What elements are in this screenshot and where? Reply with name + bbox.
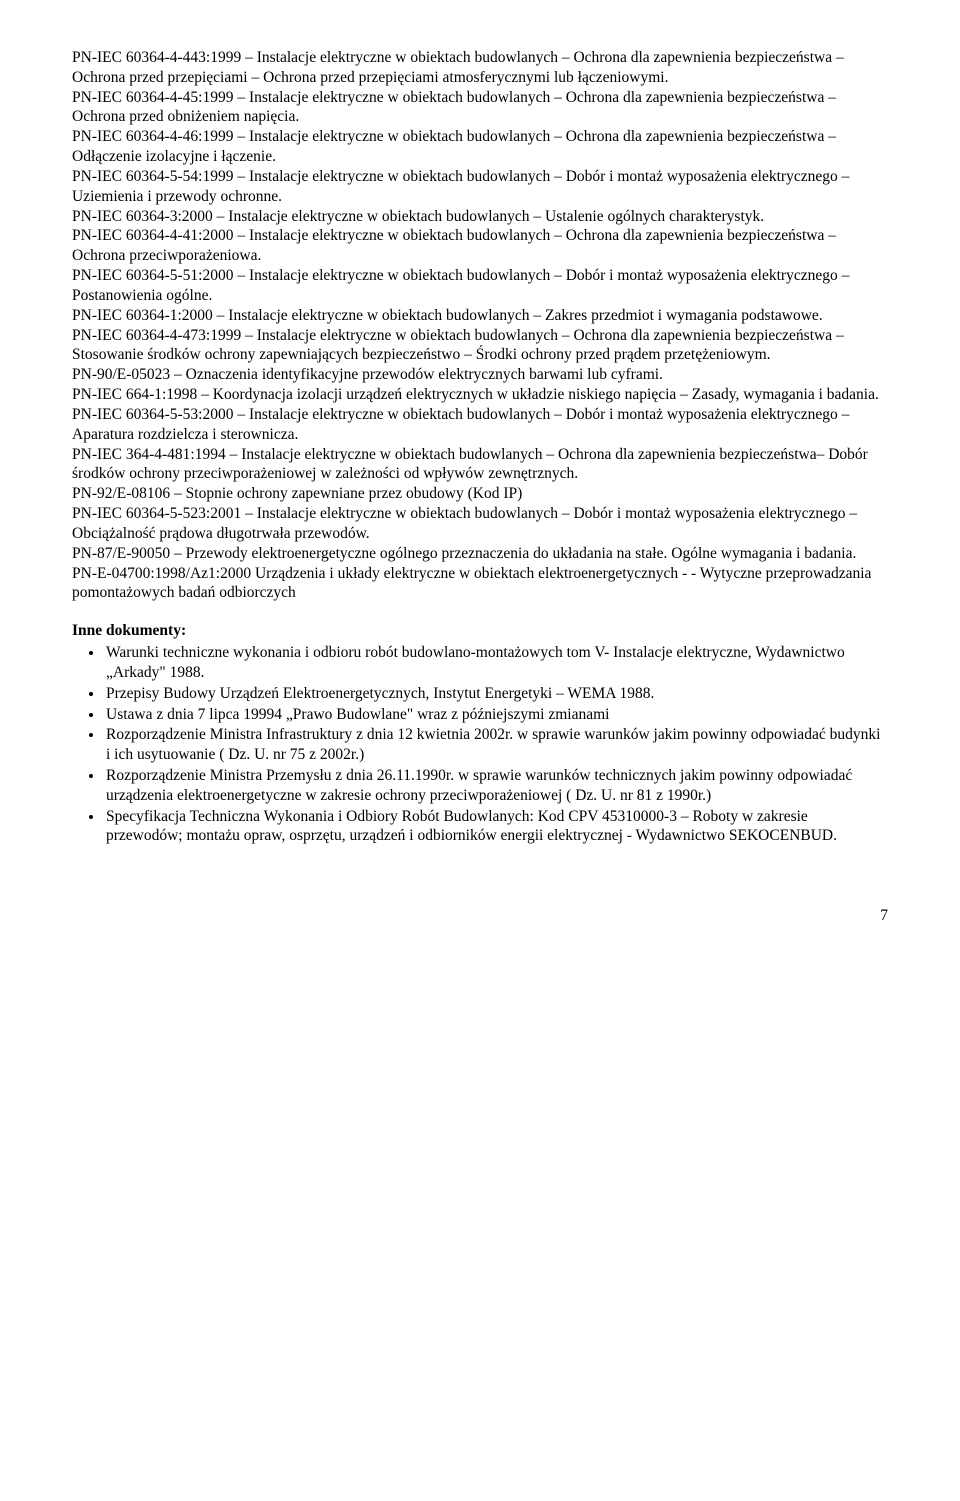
- standard-entry: PN-IEC 60364-5-54:1999 – Instalacje elek…: [72, 167, 888, 207]
- standard-entry: PN-IEC 60364-4-46:1999 – Instalacje elek…: [72, 127, 888, 167]
- standard-entry: PN-IEC 60364-4-473:1999 – Instalacje ele…: [72, 326, 888, 366]
- standard-entry: PN-IEC 60364-5-53:2000 – Instalacje elek…: [72, 405, 888, 445]
- standard-entry: PN-IEC 60364-1:2000 – Instalacje elektry…: [72, 306, 888, 326]
- standard-entry: PN-87/E-90050 – Przewody elektroenergety…: [72, 544, 888, 564]
- page-number: 7: [72, 906, 888, 926]
- other-doc-item: Rozporządzenie Ministra Przemysłu z dnia…: [104, 766, 888, 806]
- standard-entry: PN-IEC 60364-5-523:2001 – Instalacje ele…: [72, 504, 888, 544]
- standard-entry: PN-IEC 60364-5-51:2000 – Instalacje elek…: [72, 266, 888, 306]
- standard-entry: PN-IEC 364-4-481:1994 – Instalacje elekt…: [72, 445, 888, 485]
- standard-entry: PN-IEC 60364-4-45:1999 – Instalacje elek…: [72, 88, 888, 128]
- standards-list: PN-IEC 60364-4-443:1999 – Instalacje ele…: [72, 48, 888, 603]
- standard-entry: PN-IEC 60364-3:2000 – Instalacje elektry…: [72, 207, 888, 227]
- standard-entry: PN-E-04700:1998/Az1:2000 Urządzenia i uk…: [72, 564, 888, 604]
- standard-entry: PN-IEC 664-1:1998 – Koordynacja izolacji…: [72, 385, 888, 405]
- other-docs-heading: Inne dokumenty:: [72, 621, 888, 641]
- standard-entry: PN-90/E-05023 – Oznaczenia identyfikacyj…: [72, 365, 888, 385]
- standard-entry: PN-92/E-08106 – Stopnie ochrony zapewnia…: [72, 484, 888, 504]
- other-doc-item: Warunki techniczne wykonania i odbioru r…: [104, 643, 888, 683]
- standard-entry: PN-IEC 60364-4-41:2000 – Instalacje elek…: [72, 226, 888, 266]
- standard-entry: PN-IEC 60364-4-443:1999 – Instalacje ele…: [72, 48, 888, 88]
- other-doc-item: Rozporządzenie Ministra Infrastruktury z…: [104, 725, 888, 765]
- other-docs-list: Warunki techniczne wykonania i odbioru r…: [72, 643, 888, 846]
- other-doc-item: Ustawa z dnia 7 lipca 19994 „Prawo Budow…: [104, 705, 888, 725]
- other-doc-item: Przepisy Budowy Urządzeń Elektroenergety…: [104, 684, 888, 704]
- other-doc-item: Specyfikacja Techniczna Wykonania i Odbi…: [104, 807, 888, 847]
